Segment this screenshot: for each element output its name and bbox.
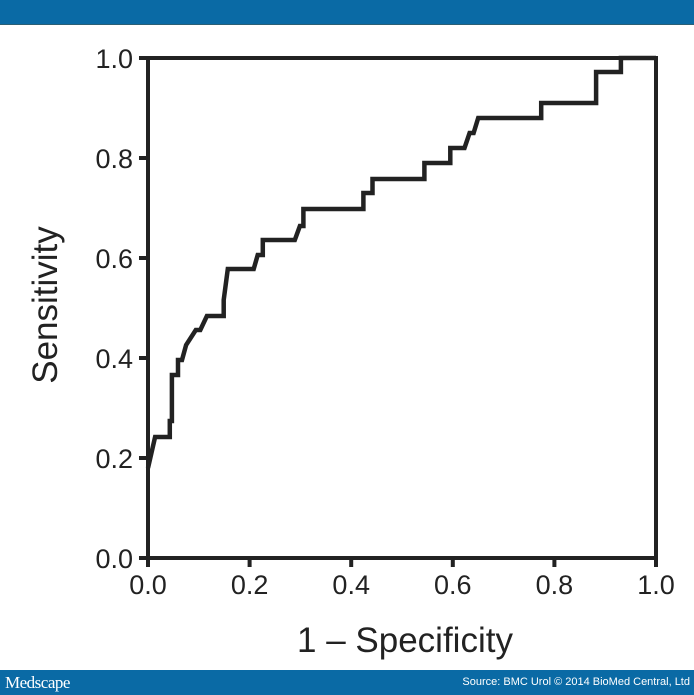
plot-frame	[146, 56, 658, 560]
roc-chart: 0.0 0.2 0.4 0.6 0.8 1.0 0.0 0.2 0.4 0.6 0.8 1.0 1 –…	[26, 44, 675, 660]
x-tick-label: 0.4	[332, 570, 370, 600]
y-axis-label: Sensitivity	[26, 226, 65, 384]
roc-curve-line	[145, 55, 656, 469]
x-axis-label: 1 – Specificity	[297, 621, 513, 660]
footer-bar: Medscape Source: BMC Urol © 2014 BioMed …	[0, 670, 694, 695]
x-tick-label: 1.0	[637, 570, 675, 600]
medscape-logo: Medscape	[5, 673, 70, 692]
x-tick-label: 0.0	[129, 570, 167, 600]
axis-ticks	[139, 56, 658, 567]
y-tick-label: 1.0	[95, 44, 133, 74]
y-tick-label: 0.4	[95, 344, 133, 374]
y-tick-label: 0.6	[95, 244, 133, 274]
x-tick-label: 0.6	[434, 570, 472, 600]
y-tick-label: 0.2	[95, 444, 133, 474]
y-tick-label: 0.0	[95, 544, 133, 574]
axis-tick-labels: 0.0 0.2 0.4 0.6 0.8 1.0 0.0 0.2 0.4 0.6 0.8 1.0	[95, 44, 674, 600]
y-tick-label: 0.8	[95, 144, 133, 174]
header-bar	[0, 0, 694, 25]
source-credit: Source: BMC Urol © 2014 BioMed Central, …	[462, 676, 690, 688]
x-tick-label: 0.2	[231, 570, 269, 600]
x-tick-label: 0.8	[536, 570, 574, 600]
